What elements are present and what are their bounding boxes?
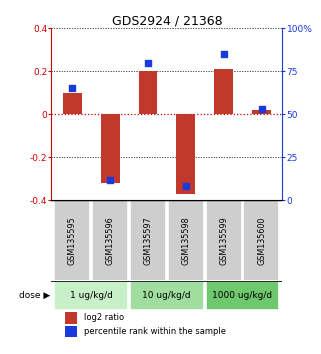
Bar xyxy=(205,200,242,281)
Text: GSM135597: GSM135597 xyxy=(143,216,152,265)
Text: percentile rank within the sample: percentile rank within the sample xyxy=(84,327,226,336)
Bar xyxy=(130,200,166,281)
Title: GDS2924 / 21368: GDS2924 / 21368 xyxy=(112,14,222,27)
Text: GSM135600: GSM135600 xyxy=(257,216,266,265)
Text: GSM135599: GSM135599 xyxy=(219,216,228,265)
Bar xyxy=(130,281,204,310)
Bar xyxy=(243,200,280,281)
Bar xyxy=(100,114,119,183)
Point xyxy=(108,177,113,182)
Text: GSM135596: GSM135596 xyxy=(106,216,115,265)
Text: 10 ug/kg/d: 10 ug/kg/d xyxy=(143,291,191,300)
Bar xyxy=(54,200,90,281)
Point xyxy=(183,184,188,189)
Bar xyxy=(177,114,195,194)
Point xyxy=(221,51,226,57)
Point xyxy=(70,86,75,91)
Bar xyxy=(65,312,77,324)
Bar xyxy=(63,93,82,114)
Bar xyxy=(168,200,204,281)
Text: GSM135595: GSM135595 xyxy=(68,216,77,265)
Bar xyxy=(205,281,280,310)
Text: log2 ratio: log2 ratio xyxy=(84,314,124,322)
Bar xyxy=(252,110,271,114)
Bar xyxy=(92,200,128,281)
Bar xyxy=(214,69,233,114)
Text: 1 ug/kg/d: 1 ug/kg/d xyxy=(70,291,112,300)
Bar xyxy=(54,281,128,310)
Text: 1000 ug/kg/d: 1000 ug/kg/d xyxy=(213,291,273,300)
Bar xyxy=(138,71,157,114)
Point xyxy=(145,60,151,65)
Bar xyxy=(65,326,77,337)
Text: dose ▶: dose ▶ xyxy=(19,291,50,300)
Point xyxy=(259,106,264,112)
Text: GSM135598: GSM135598 xyxy=(181,216,190,265)
